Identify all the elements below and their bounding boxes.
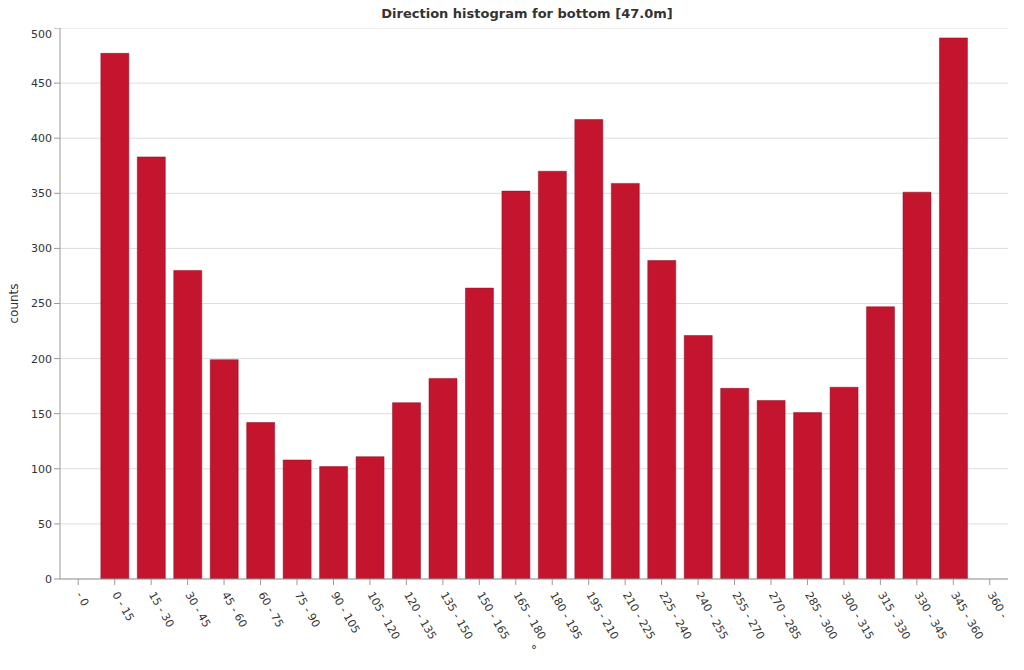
svg-text:100: 100 — [31, 463, 52, 476]
svg-text:210 - 225: 210 - 225 — [620, 590, 658, 642]
svg-text:150: 150 — [31, 408, 52, 421]
svg-text:500: 500 — [31, 28, 52, 41]
html-text:Direction histogram for bottom: Direction histogram for bottom [47.0m] — [381, 6, 673, 21]
svg-text:counts: counts — [8, 283, 21, 323]
svg-text:300 - 315: 300 - 315 — [839, 590, 877, 642]
svg-text:360 -: 360 - — [985, 590, 1011, 621]
svg-text:270 - 285: 270 - 285 — [766, 590, 804, 642]
svg-text:225 - 240: 225 - 240 — [656, 590, 694, 642]
svg-text:250: 250 — [31, 297, 52, 310]
svg-text:120 - 135: 120 - 135 — [401, 590, 439, 642]
svg-text:50: 50 — [38, 518, 52, 531]
svg-text:60 - 75: 60 - 75 — [255, 590, 286, 630]
svg-text:400: 400 — [31, 132, 52, 145]
svg-text:315 - 330: 315 - 330 — [875, 590, 913, 642]
svg-text:135 - 150: 135 - 150 — [438, 590, 476, 642]
svg-text:450: 450 — [31, 77, 52, 90]
svg-text:300: 300 — [31, 242, 52, 255]
svg-text:90 - 105: 90 - 105 — [328, 590, 362, 636]
svg-text:150 - 165: 150 - 165 — [474, 590, 512, 642]
svg-text:0 - 15: 0 - 15 — [109, 590, 136, 624]
svg-text:- 0: - 0 — [73, 590, 91, 609]
svg-text:105 - 120: 105 - 120 — [365, 590, 403, 642]
svg-text:330 - 345: 330 - 345 — [912, 590, 950, 642]
svg-text:255 - 270: 255 - 270 — [729, 590, 767, 642]
svg-text:45 - 60: 45 - 60 — [219, 590, 250, 630]
svg-text:350: 350 — [31, 187, 52, 200]
svg-text:0: 0 — [45, 573, 52, 586]
svg-text:30 - 45: 30 - 45 — [182, 590, 213, 630]
svg-text:345 - 360: 345 - 360 — [948, 590, 986, 642]
svg-text:°: ° — [531, 643, 537, 657]
svg-text:200: 200 — [31, 353, 52, 366]
svg-text:165 - 180: 165 - 180 — [511, 590, 549, 642]
svg-text:180 - 195: 180 - 195 — [547, 590, 585, 642]
svg-text:195 - 210: 195 - 210 — [583, 590, 621, 642]
svg-text:240 - 255: 240 - 255 — [693, 590, 731, 642]
svg-text:15 - 30: 15 - 30 — [146, 590, 177, 630]
svg-text:285 - 300: 285 - 300 — [802, 590, 840, 642]
svg-text:75 - 90: 75 - 90 — [292, 590, 323, 630]
